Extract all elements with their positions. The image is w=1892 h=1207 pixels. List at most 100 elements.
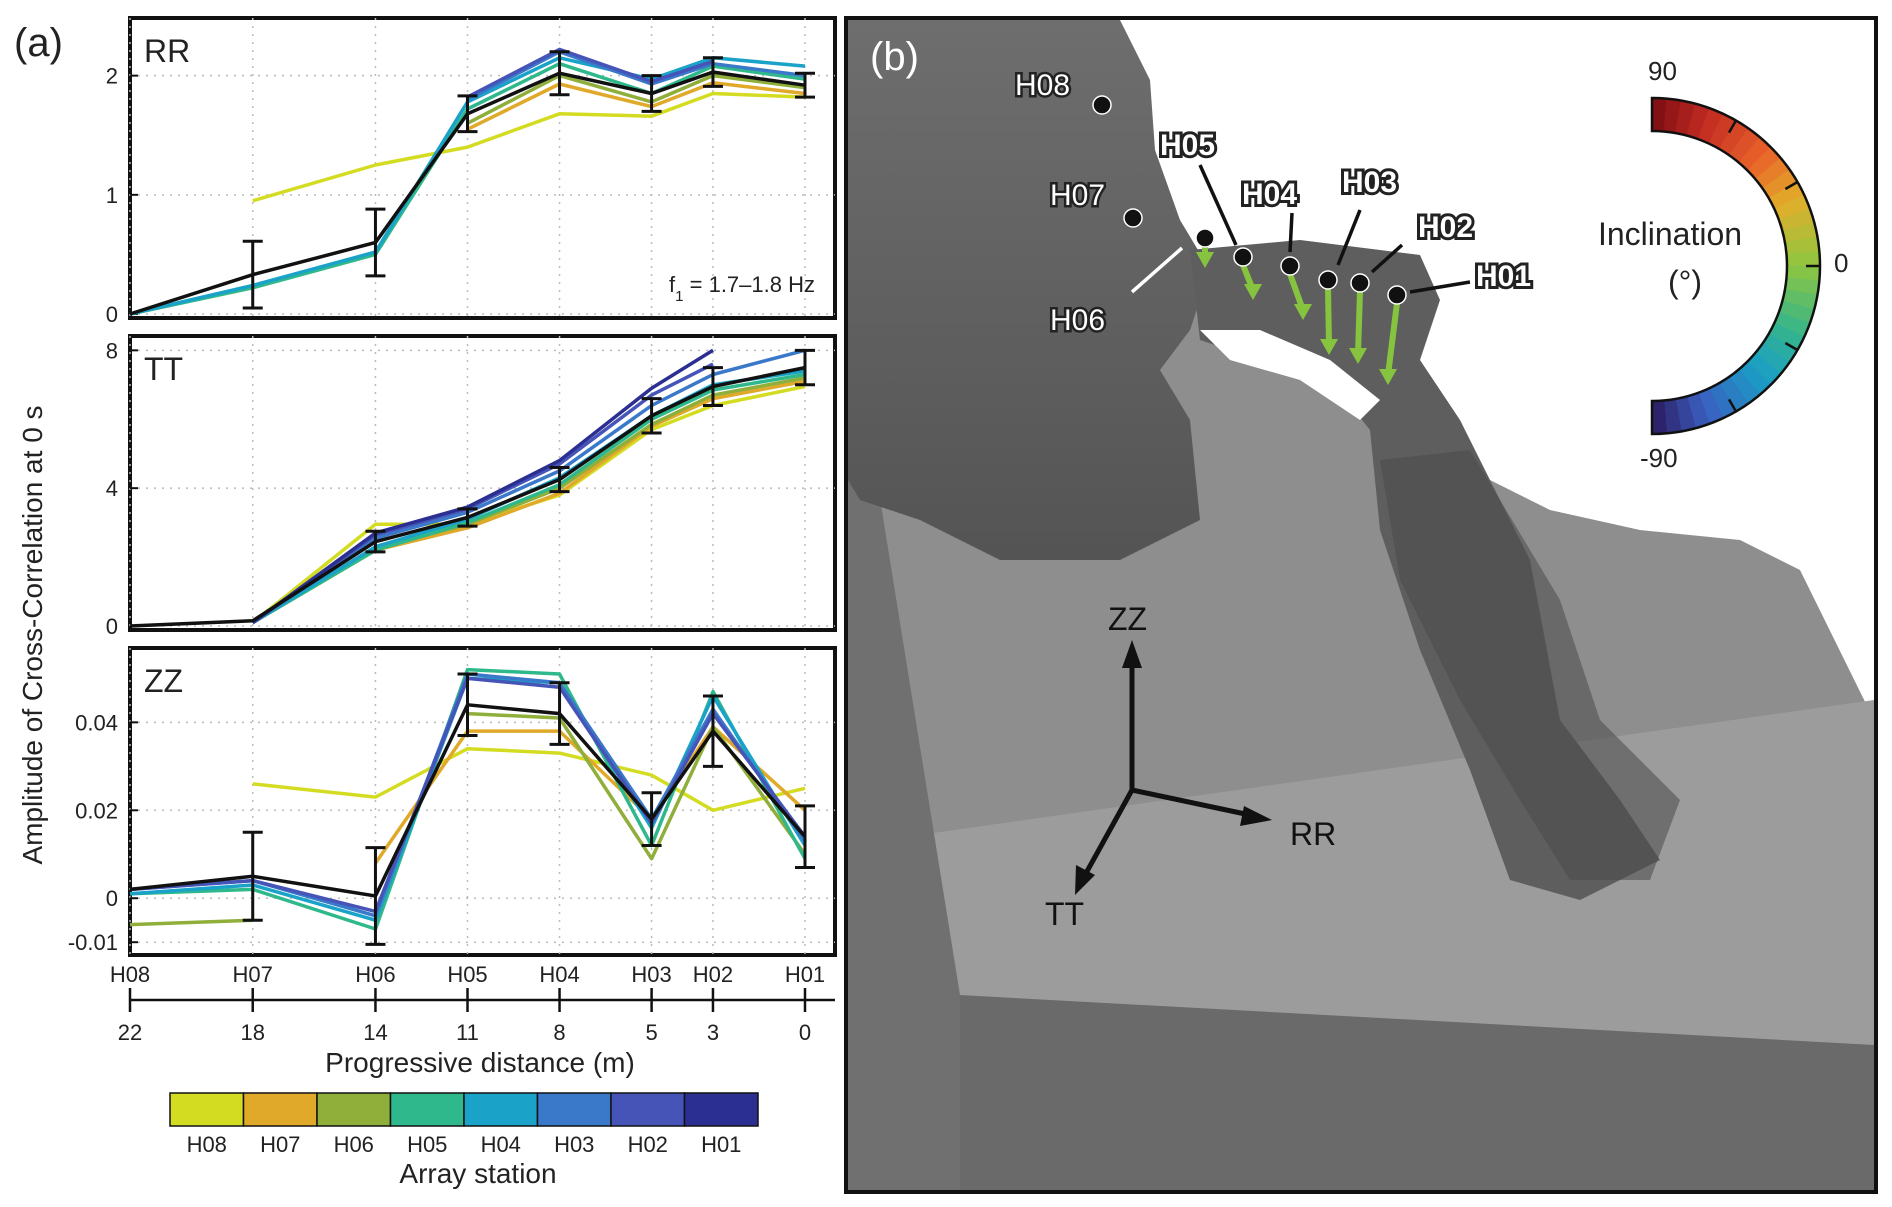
series-line-h02: [129, 676, 807, 914]
rr-axis-line: [1131, 787, 1251, 818]
distance-tick-label: 5: [645, 1020, 657, 1045]
coordinate-axes: ZZ RR TT: [1045, 601, 1336, 932]
series-line-h04: [129, 56, 806, 316]
inclination-arrow-shaft: [1325, 287, 1332, 346]
y-tick-label: 0.02: [75, 798, 118, 823]
series-line-h06: [129, 711, 807, 927]
station-label-h03: H03: [1342, 166, 1397, 199]
colormap-segment: [1651, 400, 1668, 435]
leader-line: [1130, 246, 1184, 294]
leader-line: [1288, 212, 1294, 253]
mean-line: [129, 70, 806, 316]
station-tick-label: H04: [539, 962, 579, 987]
station-tick-label: H07: [233, 962, 273, 987]
y-axis-title: Amplitude of Cross-Correlation at 0 s: [17, 405, 48, 864]
series-line-h04: [129, 676, 807, 922]
legend-swatch-h08: [169, 1092, 245, 1127]
distance-tick-label: 3: [707, 1020, 719, 1045]
y-tick-label: 2: [106, 64, 118, 89]
block-bottom: [960, 995, 1874, 1190]
station-label-h05: H05: [1160, 129, 1215, 162]
arch-opening: [1200, 330, 1380, 420]
legend-label: H07: [260, 1132, 300, 1157]
colormap-tick: [1727, 398, 1738, 413]
station-tick-label: H02: [693, 962, 733, 987]
chart-zz: -0.01 0 0.02 0.04 ZZ: [68, 646, 837, 957]
chart-title: RR: [144, 33, 190, 69]
rr-arrowhead: [1240, 806, 1272, 826]
station-tick-label: H05: [447, 962, 487, 987]
tt-arrowhead: [1075, 865, 1095, 895]
colormap-tick: [1784, 341, 1799, 352]
station-tick-label: H03: [631, 962, 671, 987]
legend-label: H03: [554, 1132, 594, 1157]
inclination-scale: [1650, 96, 1822, 436]
station-label-h08: H08: [1015, 69, 1070, 102]
inclination-unit: (°): [1668, 264, 1702, 300]
colormap-segment: [1786, 250, 1821, 267]
chart-rr: 0 1 2 RR f1 = 1.7–1.8 Hz: [106, 16, 837, 327]
distance-tick-label: 22: [118, 1020, 142, 1045]
charts: 0 1 2 RR f1 = 1.7–1.8 Hz 0 4 8 TT -0.01 0 0.02 0.04 Z…: [68, 16, 837, 957]
station-tick-label: H01: [785, 962, 825, 987]
series-line-h07: [374, 725, 807, 865]
inclination-arrowhead: [1349, 348, 1367, 364]
rock-mass-left: [848, 20, 1210, 560]
station-label-h07: H07: [1050, 179, 1105, 212]
legend-swatch-h07: [242, 1092, 318, 1127]
zz-arrowhead: [1122, 640, 1142, 668]
zz-label: ZZ: [1108, 601, 1147, 637]
x-axes: H08 22 H07 18 H06 14 H05 11 H04 8 H03 5 H02 3 H01 0: [110, 962, 835, 1045]
panel-b-label: (b): [870, 35, 919, 79]
station-label-h04: H04: [1242, 178, 1297, 211]
inclination-mid-label: 0: [1834, 248, 1848, 278]
station-label-h02: H02: [1418, 211, 1473, 244]
legend-swatch-h04: [463, 1092, 539, 1127]
inclination-arrowhead: [1196, 252, 1214, 268]
inclination-title: Inclination: [1598, 216, 1742, 252]
inclination-arrowhead: [1320, 339, 1338, 355]
tt-axis-line: [1082, 788, 1135, 877]
legend-label: H06: [334, 1132, 374, 1157]
inclination-arrowhead: [1244, 284, 1262, 300]
legend-swatch-h03: [536, 1092, 612, 1127]
chart-tt: 0 4 8 TT: [106, 334, 837, 639]
station-label-h01: H01: [1476, 260, 1531, 293]
distance-tick-label: 11: [456, 1020, 479, 1045]
station-legend: H08 H07 H06 H05 H04 H03 H02 H01: [169, 1092, 759, 1157]
y-tick-label: 1: [106, 183, 118, 208]
colormap-tick: [1784, 180, 1799, 191]
chart-title: ZZ: [144, 663, 183, 699]
frequency-annotation: f1 = 1.7–1.8 Hz: [669, 272, 815, 305]
station-dot-h01: [1387, 285, 1407, 305]
plot-frame: [128, 334, 837, 632]
station-dot-h02: [1350, 273, 1370, 293]
legend-swatch-h02: [610, 1092, 686, 1127]
legend-swatch-h01: [683, 1092, 759, 1127]
station-dot-h04: [1280, 256, 1300, 276]
station-dot-h03: [1318, 270, 1338, 290]
legend-label: H04: [481, 1132, 521, 1157]
chart-title: TT: [144, 351, 183, 387]
legend-label: H05: [407, 1132, 447, 1157]
y-tick-label: 0: [106, 886, 118, 911]
colormap-tick: [1727, 119, 1738, 134]
legend-swatch-h06: [316, 1092, 392, 1127]
legend-title: Array station: [399, 1158, 556, 1189]
y-tick-label: 0: [106, 614, 118, 639]
plot-frame: [128, 646, 837, 957]
mean-line: [129, 365, 806, 628]
series-line-h01: [251, 348, 714, 625]
station-dot-h05: [1233, 247, 1253, 267]
station-dot-h07: [1123, 208, 1143, 228]
y-tick-label: 0: [106, 302, 118, 327]
distance-tick-label: 8: [553, 1020, 565, 1045]
distance-tick-label: 0: [799, 1020, 811, 1045]
station-dot-h06: [1195, 228, 1215, 248]
distance-tick-label: 18: [240, 1020, 264, 1045]
leader-line: [1336, 209, 1362, 266]
station-label-h06: H06: [1050, 304, 1105, 337]
